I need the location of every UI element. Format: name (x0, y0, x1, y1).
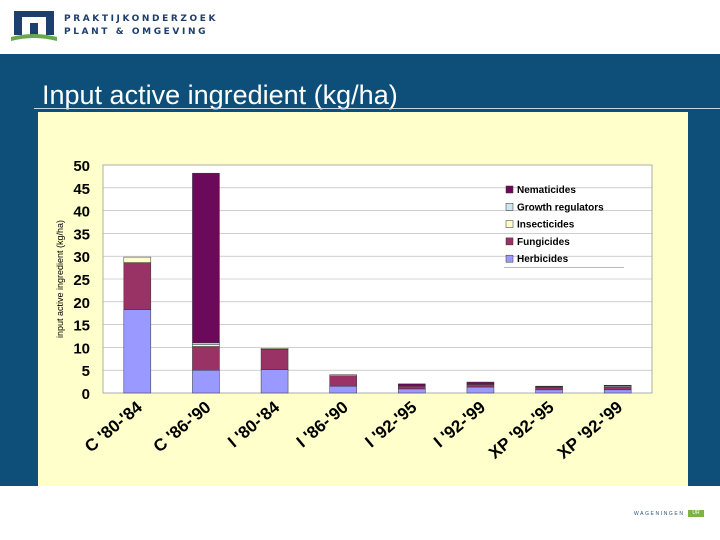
bar-segment (123, 256, 152, 263)
bar-segment (466, 381, 495, 384)
bar-segment (123, 309, 152, 394)
title-divider (34, 108, 720, 109)
x-tick-label: I '92-'99 (430, 398, 489, 452)
legend-entry: Growth regulators (517, 202, 604, 213)
y-axis-label: input active ingredient (kg/ha) (55, 220, 65, 338)
slide-title: Input active ingredient (kg/ha) (42, 80, 398, 110)
bar-segment (466, 386, 495, 394)
footer-brand-suffix: UR (688, 510, 704, 517)
legend-swatch (505, 203, 514, 211)
footer-brand: WAGENINGEN (634, 511, 685, 517)
legend-swatch (505, 185, 514, 194)
x-tick-label: XP '92-'99 (554, 398, 626, 463)
bar-segment (535, 387, 563, 391)
bar-segment (192, 344, 220, 347)
bar-segment (466, 384, 495, 388)
x-tick-label: XP '92-'95 (485, 398, 557, 463)
y-tick-label: 20 (73, 295, 90, 312)
bar-segment (192, 346, 220, 371)
bar-segment (535, 389, 563, 394)
bar-segment (398, 388, 426, 394)
y-tick-label: 5 (82, 363, 90, 380)
y-tick-label: 10 (73, 340, 90, 357)
org-name: PRAKTIJKONDERZOEK (64, 14, 219, 24)
y-tick-label: 45 (73, 181, 90, 198)
bar-segment (192, 342, 220, 345)
bar-segment (329, 385, 357, 394)
org-subtitle: PLANT & OMGEVING (64, 27, 209, 37)
legend-entry: Herbicides (517, 254, 569, 265)
bar-segment (398, 385, 426, 390)
y-tick-label: 30 (73, 249, 90, 266)
x-tick-label: I '86-'90 (293, 398, 352, 452)
y-tick-label: 15 (73, 318, 90, 335)
x-tick-label: I '92-'95 (361, 398, 420, 452)
x-tick-label: C '80-'84 (81, 397, 146, 456)
y-tick-label: 35 (73, 226, 90, 243)
bar-segment (329, 375, 357, 387)
bar-segment (603, 389, 632, 394)
bar-segment (329, 374, 357, 376)
y-tick-label: 40 (73, 204, 90, 221)
y-tick-label: 25 (73, 272, 90, 289)
legend-entry: Nematicides (517, 185, 576, 196)
legend-entry: Insecticides (517, 220, 575, 231)
bar-segment (603, 384, 632, 386)
bar-segment (192, 172, 220, 344)
bar-segment (260, 369, 289, 394)
bar-segment (192, 369, 220, 394)
bar-segment (260, 348, 289, 350)
x-tick-label: I '80-'84 (224, 397, 283, 451)
legend-swatch (505, 237, 514, 246)
legend-entry: Fungicides (517, 237, 570, 248)
bar-segment (398, 383, 426, 386)
bar-segment (260, 348, 289, 370)
bar-segment (603, 386, 632, 391)
logo-icon (11, 11, 57, 41)
x-tick-label: C '86-'90 (150, 398, 215, 457)
y-tick-label: 0 (82, 386, 90, 403)
y-tick-label: 50 (73, 158, 90, 175)
header: PRAKTIJKONDERZOEK PLANT & OMGEVING (0, 0, 720, 54)
bar-segment (123, 262, 152, 310)
legend-swatch (505, 254, 514, 263)
legend-swatch (505, 220, 514, 228)
bar-segment (535, 385, 563, 387)
